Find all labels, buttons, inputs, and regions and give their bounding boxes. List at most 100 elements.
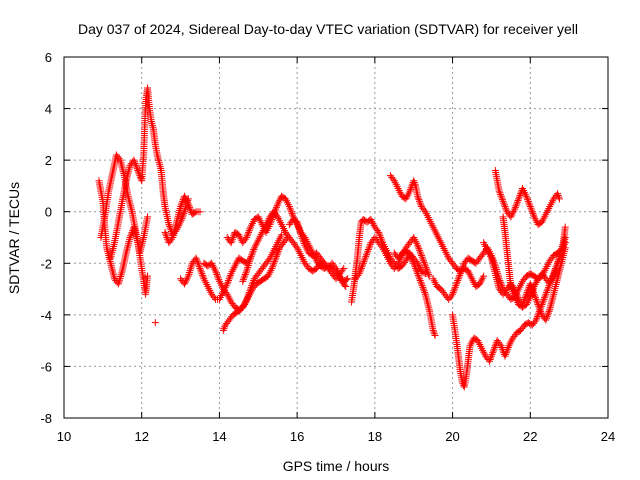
data-point — [533, 297, 541, 305]
data-point — [417, 252, 425, 260]
data-point — [495, 187, 503, 195]
data-point — [375, 228, 383, 236]
data-point — [416, 275, 424, 283]
data-point — [431, 331, 439, 339]
data-point — [292, 242, 300, 250]
data-point — [522, 192, 530, 200]
data-point — [487, 352, 495, 360]
data-point — [359, 259, 367, 267]
data-point — [144, 272, 152, 280]
data-point — [419, 257, 427, 265]
data-point — [528, 208, 536, 216]
data-point — [561, 223, 569, 231]
data-point — [544, 311, 552, 319]
data-point — [133, 163, 141, 171]
data-point — [239, 302, 247, 310]
data-point — [421, 262, 429, 270]
data-point — [246, 225, 254, 233]
data-point — [498, 194, 506, 202]
data-point — [212, 267, 220, 275]
data-point — [389, 175, 397, 183]
data-point — [526, 201, 534, 209]
data-point — [514, 197, 522, 205]
data-point — [534, 301, 542, 309]
data-point — [213, 272, 221, 280]
data-point — [229, 234, 237, 241]
data-point — [178, 199, 186, 207]
data-point — [545, 307, 553, 315]
data-point — [191, 209, 199, 217]
data-point — [500, 201, 508, 209]
data-point — [454, 275, 462, 283]
data-point — [421, 289, 429, 297]
data-point — [498, 196, 506, 204]
data-point — [115, 154, 123, 162]
data-point — [509, 289, 517, 297]
data-point — [298, 234, 306, 242]
data-point — [130, 156, 138, 164]
data-point — [363, 249, 371, 257]
data-point — [412, 266, 420, 274]
y-tick-label: 2 — [45, 153, 52, 168]
data-point — [490, 345, 498, 353]
data-point — [556, 252, 564, 260]
data-point — [504, 345, 512, 353]
data-point — [553, 259, 561, 267]
data-point — [273, 202, 281, 210]
data-point — [526, 203, 534, 211]
y-axis-label: SDTVAR / TECUs — [6, 182, 22, 294]
data-point — [144, 213, 152, 221]
data-point — [501, 203, 509, 211]
data-point — [451, 285, 459, 293]
data-point — [344, 275, 352, 283]
data-point — [524, 196, 532, 204]
data-point — [543, 287, 551, 295]
data-point — [228, 235, 236, 243]
data-point — [287, 206, 295, 214]
data-point — [360, 258, 368, 266]
data-point — [528, 289, 536, 297]
data-point — [414, 241, 422, 249]
data-point — [161, 228, 169, 236]
data-point — [449, 290, 457, 298]
data-point — [297, 231, 305, 239]
data-point — [212, 269, 220, 277]
data-point — [249, 247, 257, 255]
data-point — [417, 278, 425, 286]
data-point — [405, 250, 413, 258]
data-point — [537, 307, 545, 315]
data-point — [496, 189, 504, 197]
data-point — [516, 191, 524, 199]
data-point — [425, 270, 433, 278]
data-point — [421, 260, 429, 268]
data-point — [459, 263, 467, 271]
data-point — [410, 259, 418, 267]
data-point — [410, 261, 418, 269]
data-point — [536, 306, 544, 314]
data-point — [429, 326, 437, 334]
data-point — [271, 256, 279, 264]
data-point — [162, 230, 170, 238]
x-tick-label: 18 — [368, 429, 382, 444]
data-point — [541, 294, 549, 302]
data-point — [478, 276, 486, 284]
data-point — [431, 279, 439, 287]
data-point — [422, 264, 430, 272]
data-point — [241, 272, 249, 280]
data-point — [511, 203, 519, 211]
data-point — [243, 232, 251, 240]
data-point — [272, 254, 280, 262]
data-point — [188, 261, 196, 269]
data-point — [265, 256, 273, 264]
data-point — [417, 250, 425, 258]
data-point — [515, 195, 523, 203]
data-point — [520, 295, 528, 303]
data-point — [532, 316, 540, 324]
data-point — [340, 264, 348, 272]
data-point — [508, 284, 516, 292]
data-point — [198, 270, 206, 278]
x-tick-label: 10 — [57, 429, 71, 444]
data-point — [377, 242, 385, 250]
